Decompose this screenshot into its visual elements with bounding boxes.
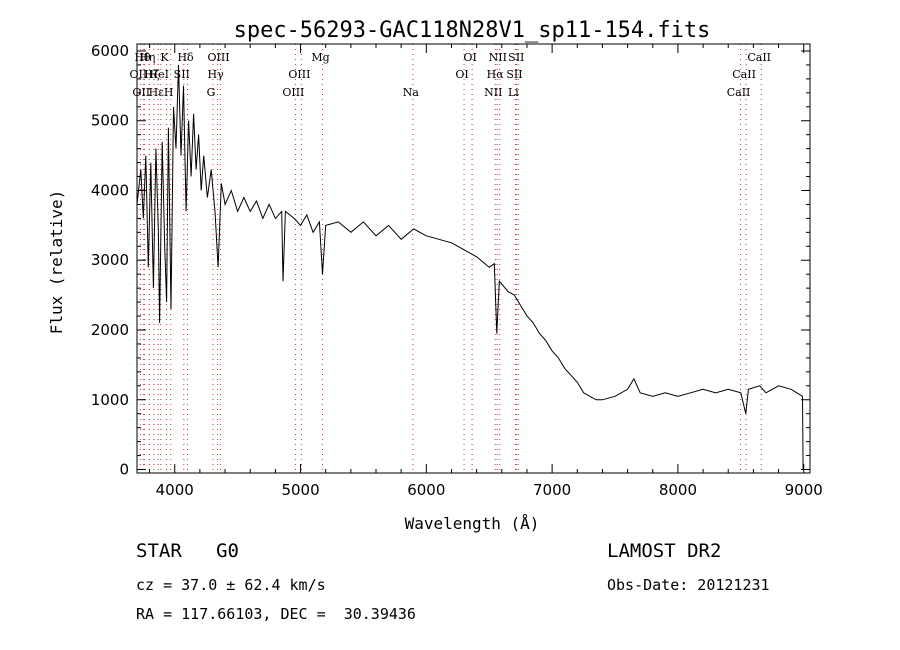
line-marker-label-24: Li (508, 86, 519, 99)
line-marker-label-25: SII (508, 51, 524, 64)
line-marker-label-26: CaII (727, 86, 751, 99)
observation-date: Obs-Date: 20121231 (607, 576, 770, 594)
line-marker-label-8: H (164, 86, 174, 99)
line-marker-label-4: Hζ (144, 68, 160, 81)
y-tick-label-2: 2000 (91, 321, 129, 339)
x-tick-label-4: 8000 (659, 481, 697, 499)
y-tick-label-0: 0 (119, 461, 129, 479)
line-marker-label-1: OII (132, 86, 150, 99)
x-tick-label-0: 4000 (156, 481, 194, 499)
redshift-value: cz = 37.0 ± 62.4 km/s (136, 576, 326, 594)
line-marker-label-5: Hε (149, 86, 165, 99)
line-marker-label-28: CaII (747, 51, 771, 64)
line-marker-label-21: Hα (487, 68, 505, 81)
flux-series (136, 64, 804, 470)
chart-title: spec-56293-GAC118N28V1_sp11-154.fits (234, 18, 711, 43)
y-tick-label-1: 1000 (91, 391, 129, 409)
line-marker-label-19: OI (463, 51, 476, 64)
line-marker-label-23: SII (506, 68, 522, 81)
spectrum-plot: spec-56293-GAC118N28V1_sp11-154.fits OII… (47, 18, 823, 533)
line-marker-label-11: G (207, 86, 216, 99)
line-marker-label-2: Hθ (134, 51, 151, 64)
y-tick-label-4: 4000 (91, 181, 129, 199)
line-marker-label-14: OIII (282, 86, 304, 99)
line-marker-label-22: NII (489, 51, 507, 64)
line-marker-label-0: OII (130, 68, 148, 81)
y-tick-label-6: 6000 (91, 42, 129, 60)
line-marker-label-27: CaII (732, 68, 756, 81)
y-axis-label: Flux (relative) (47, 190, 66, 335)
ra-dec-coordinates: RA = 117.66103, DEC = 30.39436 (136, 605, 416, 623)
x-tick-label-2: 6000 (407, 481, 445, 499)
line-marker-label-13: OIII (207, 51, 229, 64)
plot-frame (136, 43, 811, 474)
x-tick-label-1: 5000 (281, 481, 319, 499)
line-marker-label-12: Hγ (208, 68, 225, 81)
y-tick-label-3: 3000 (91, 251, 129, 269)
line-marker-label-15: OIII (288, 68, 310, 81)
line-marker-label-18: OI (455, 68, 468, 81)
x-tick-label-5: 9000 (785, 481, 823, 499)
line-marker-label-7: K (160, 51, 169, 64)
line-marker-label-17: Na (403, 86, 420, 99)
flux-line-0 (136, 64, 804, 470)
y-tick-label-5: 5000 (91, 112, 129, 130)
line-marker-label-3: Hη (139, 51, 155, 64)
x-tick-label-3: 7000 (533, 481, 571, 499)
x-axis-label: Wavelength (Å) (405, 514, 540, 533)
line-marker-label-20: NII (484, 86, 502, 99)
spectral-line-markers: OIIOIIHθHηHζHεHeIKHSIIHδGHγOIIIOIIIOIIIM… (130, 44, 771, 473)
survey-name: LAMOST DR2 (607, 540, 722, 562)
line-marker-label-16: Mg (311, 51, 329, 64)
object-class: STAR G0 (136, 540, 239, 562)
line-marker-label-10: Hδ (177, 51, 194, 64)
line-marker-label-6: HeI (149, 68, 169, 81)
axes: 4000 5000 6000 7000 8000 9000 0 1000 2000 3000 400… (91, 42, 823, 499)
